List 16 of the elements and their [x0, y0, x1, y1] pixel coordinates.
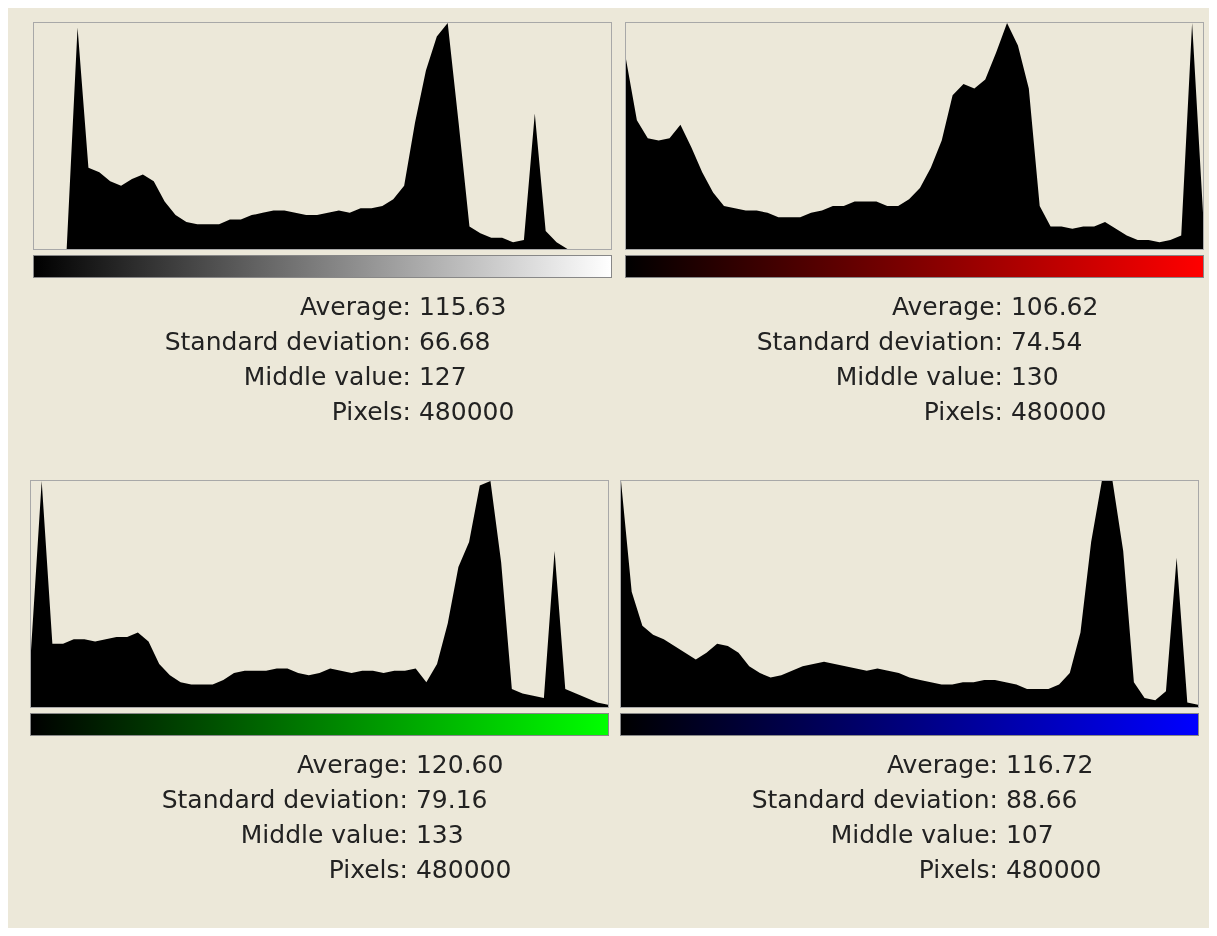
text: Pixels: 480000 — [327, 855, 513, 884]
text: Average: 115.63 — [298, 292, 508, 321]
text: Middle value: 127 — [242, 362, 468, 391]
text: Middle value: 130 — [834, 362, 1060, 391]
text: Average: 116.72 — [885, 750, 1095, 779]
text: Average: 120.60 — [295, 750, 505, 779]
text: Pixels: 480000 — [922, 397, 1108, 426]
text: Pixels: 480000 — [917, 855, 1103, 884]
text: Standard deviation: 74.54 — [755, 327, 1084, 356]
text: Standard deviation: 88.66 — [750, 785, 1079, 814]
text: Standard deviation: 66.68 — [163, 327, 492, 356]
text: Middle value: 107 — [829, 820, 1055, 849]
text: Middle value: 133 — [239, 820, 465, 849]
text: Average: 106.62 — [890, 292, 1100, 321]
text: Standard deviation: 79.16 — [160, 785, 489, 814]
text: Pixels: 480000 — [330, 397, 516, 426]
